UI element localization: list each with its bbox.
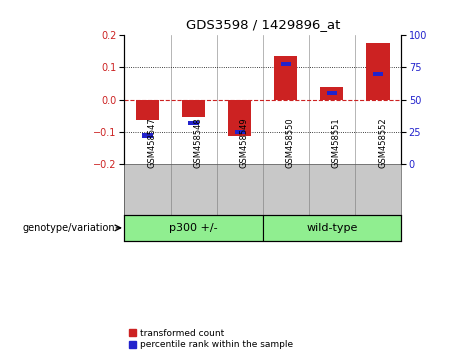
Bar [124, 215, 263, 241]
Text: GSM458550: GSM458550 [286, 117, 295, 168]
Bar [327, 91, 337, 95]
Bar [263, 215, 401, 241]
Text: GSM458548: GSM458548 [194, 117, 203, 168]
Text: genotype/variation: genotype/variation [23, 223, 115, 233]
Text: p300 +/-: p300 +/- [169, 223, 218, 233]
Bar [189, 121, 199, 125]
Text: GSM458549: GSM458549 [240, 117, 249, 168]
Bar [320, 87, 343, 99]
Text: GSM458552: GSM458552 [378, 117, 387, 168]
Text: GSM458547: GSM458547 [148, 117, 157, 168]
Bar [274, 56, 297, 99]
Bar [366, 44, 390, 99]
Bar [373, 72, 383, 76]
Title: GDS3598 / 1429896_at: GDS3598 / 1429896_at [186, 18, 340, 32]
Bar [281, 62, 291, 66]
Bar [228, 99, 251, 136]
Bar [142, 133, 153, 138]
Text: wild-type: wild-type [306, 223, 358, 233]
Text: GSM458551: GSM458551 [332, 117, 341, 168]
Bar [136, 99, 159, 120]
Bar [182, 99, 205, 117]
Bar [235, 130, 245, 134]
Legend: transformed count, percentile rank within the sample: transformed count, percentile rank withi… [129, 329, 293, 349]
